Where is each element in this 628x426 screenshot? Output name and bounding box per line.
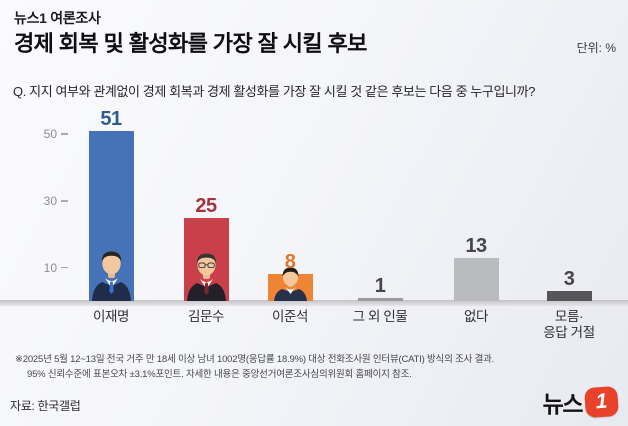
bar-lee-jae-myung xyxy=(88,130,134,301)
bar-none xyxy=(453,257,499,301)
bar-other-person xyxy=(357,297,403,301)
unit-label: 단위: % xyxy=(576,41,616,55)
news1-logo-badge: 1 xyxy=(583,385,620,419)
methodology-footnote: ※2025년 5월 12~13일 전국 거주 만 18세 이상 남녀 1002명… xyxy=(15,352,494,382)
bar-category-label: 없다 xyxy=(464,309,488,325)
bar-lee-jun-seok xyxy=(267,267,313,301)
news1-logo: 뉴스 1 xyxy=(542,385,620,419)
bar-dont-know-refused xyxy=(546,290,592,301)
title-row: 경제 회복 및 활성화를 가장 잘 시킬 후보 단위: % xyxy=(14,31,616,57)
category-text: 이재명 xyxy=(92,309,130,324)
category-text: 모름· xyxy=(554,309,584,324)
y-axis-tick-30: 30 xyxy=(28,194,68,208)
bar-category-label: 김문수 xyxy=(188,309,224,325)
survey-question: Q. 지지 여부와 관계없이 경제 회복과 경제 활성화를 가장 잘 시킬 것 … xyxy=(13,84,535,99)
publisher-label: 뉴스1 여론조사 xyxy=(14,10,101,26)
tick-mark xyxy=(61,200,68,202)
page-title: 경제 회복 및 활성화를 가장 잘 시킬 후보 xyxy=(14,31,367,56)
tick-mark xyxy=(61,133,68,135)
y-axis-tick-10: 10 xyxy=(28,261,68,275)
bar-category-label: 모름· 응답 거절 xyxy=(543,309,595,341)
footnote-line1: ※2025년 5월 12~13일 전국 거주 만 18세 이상 남녀 1002명… xyxy=(15,354,495,365)
bar-value: 25 xyxy=(195,194,217,217)
category-text: 없다 xyxy=(463,309,489,324)
category-text: 그 외 인물 xyxy=(352,309,408,324)
bar-value: 1 xyxy=(374,274,386,297)
bar-value: 51 xyxy=(100,107,122,130)
candidate-photo xyxy=(273,267,307,301)
bar-value: 8 xyxy=(284,251,296,274)
news1-logo-text: 뉴스 xyxy=(542,391,584,417)
y-axis-tick-50: 50 xyxy=(28,127,68,141)
bar-value: 3 xyxy=(563,267,575,290)
bar-category-label: 이재명 xyxy=(93,309,129,325)
footnote-line2: 95% 신뢰수준에 표본오차 ±3.1%포인트. 자세한 내용은 중앙선거여론조… xyxy=(27,369,412,380)
candidate-photo xyxy=(186,253,226,301)
y-tick-label: 10 xyxy=(43,260,57,275)
bar-category-label: 그 외 인물 xyxy=(353,309,408,325)
y-tick-label: 30 xyxy=(43,193,57,208)
y-tick-label: 50 xyxy=(43,127,57,141)
category-text-line2: 응답 거절 xyxy=(543,325,595,340)
source-credit: 자료: 한국갤럽 xyxy=(10,399,81,413)
bar-category-label: 이준석 xyxy=(272,309,308,325)
category-text: 이준석 xyxy=(271,309,309,324)
bar-value: 13 xyxy=(465,234,487,257)
candidate-photo xyxy=(91,251,131,301)
category-text: 김문수 xyxy=(187,309,225,324)
x-axis-baseline xyxy=(0,300,628,306)
tick-mark xyxy=(61,266,68,269)
bar-kim-moon-soo xyxy=(183,217,229,301)
